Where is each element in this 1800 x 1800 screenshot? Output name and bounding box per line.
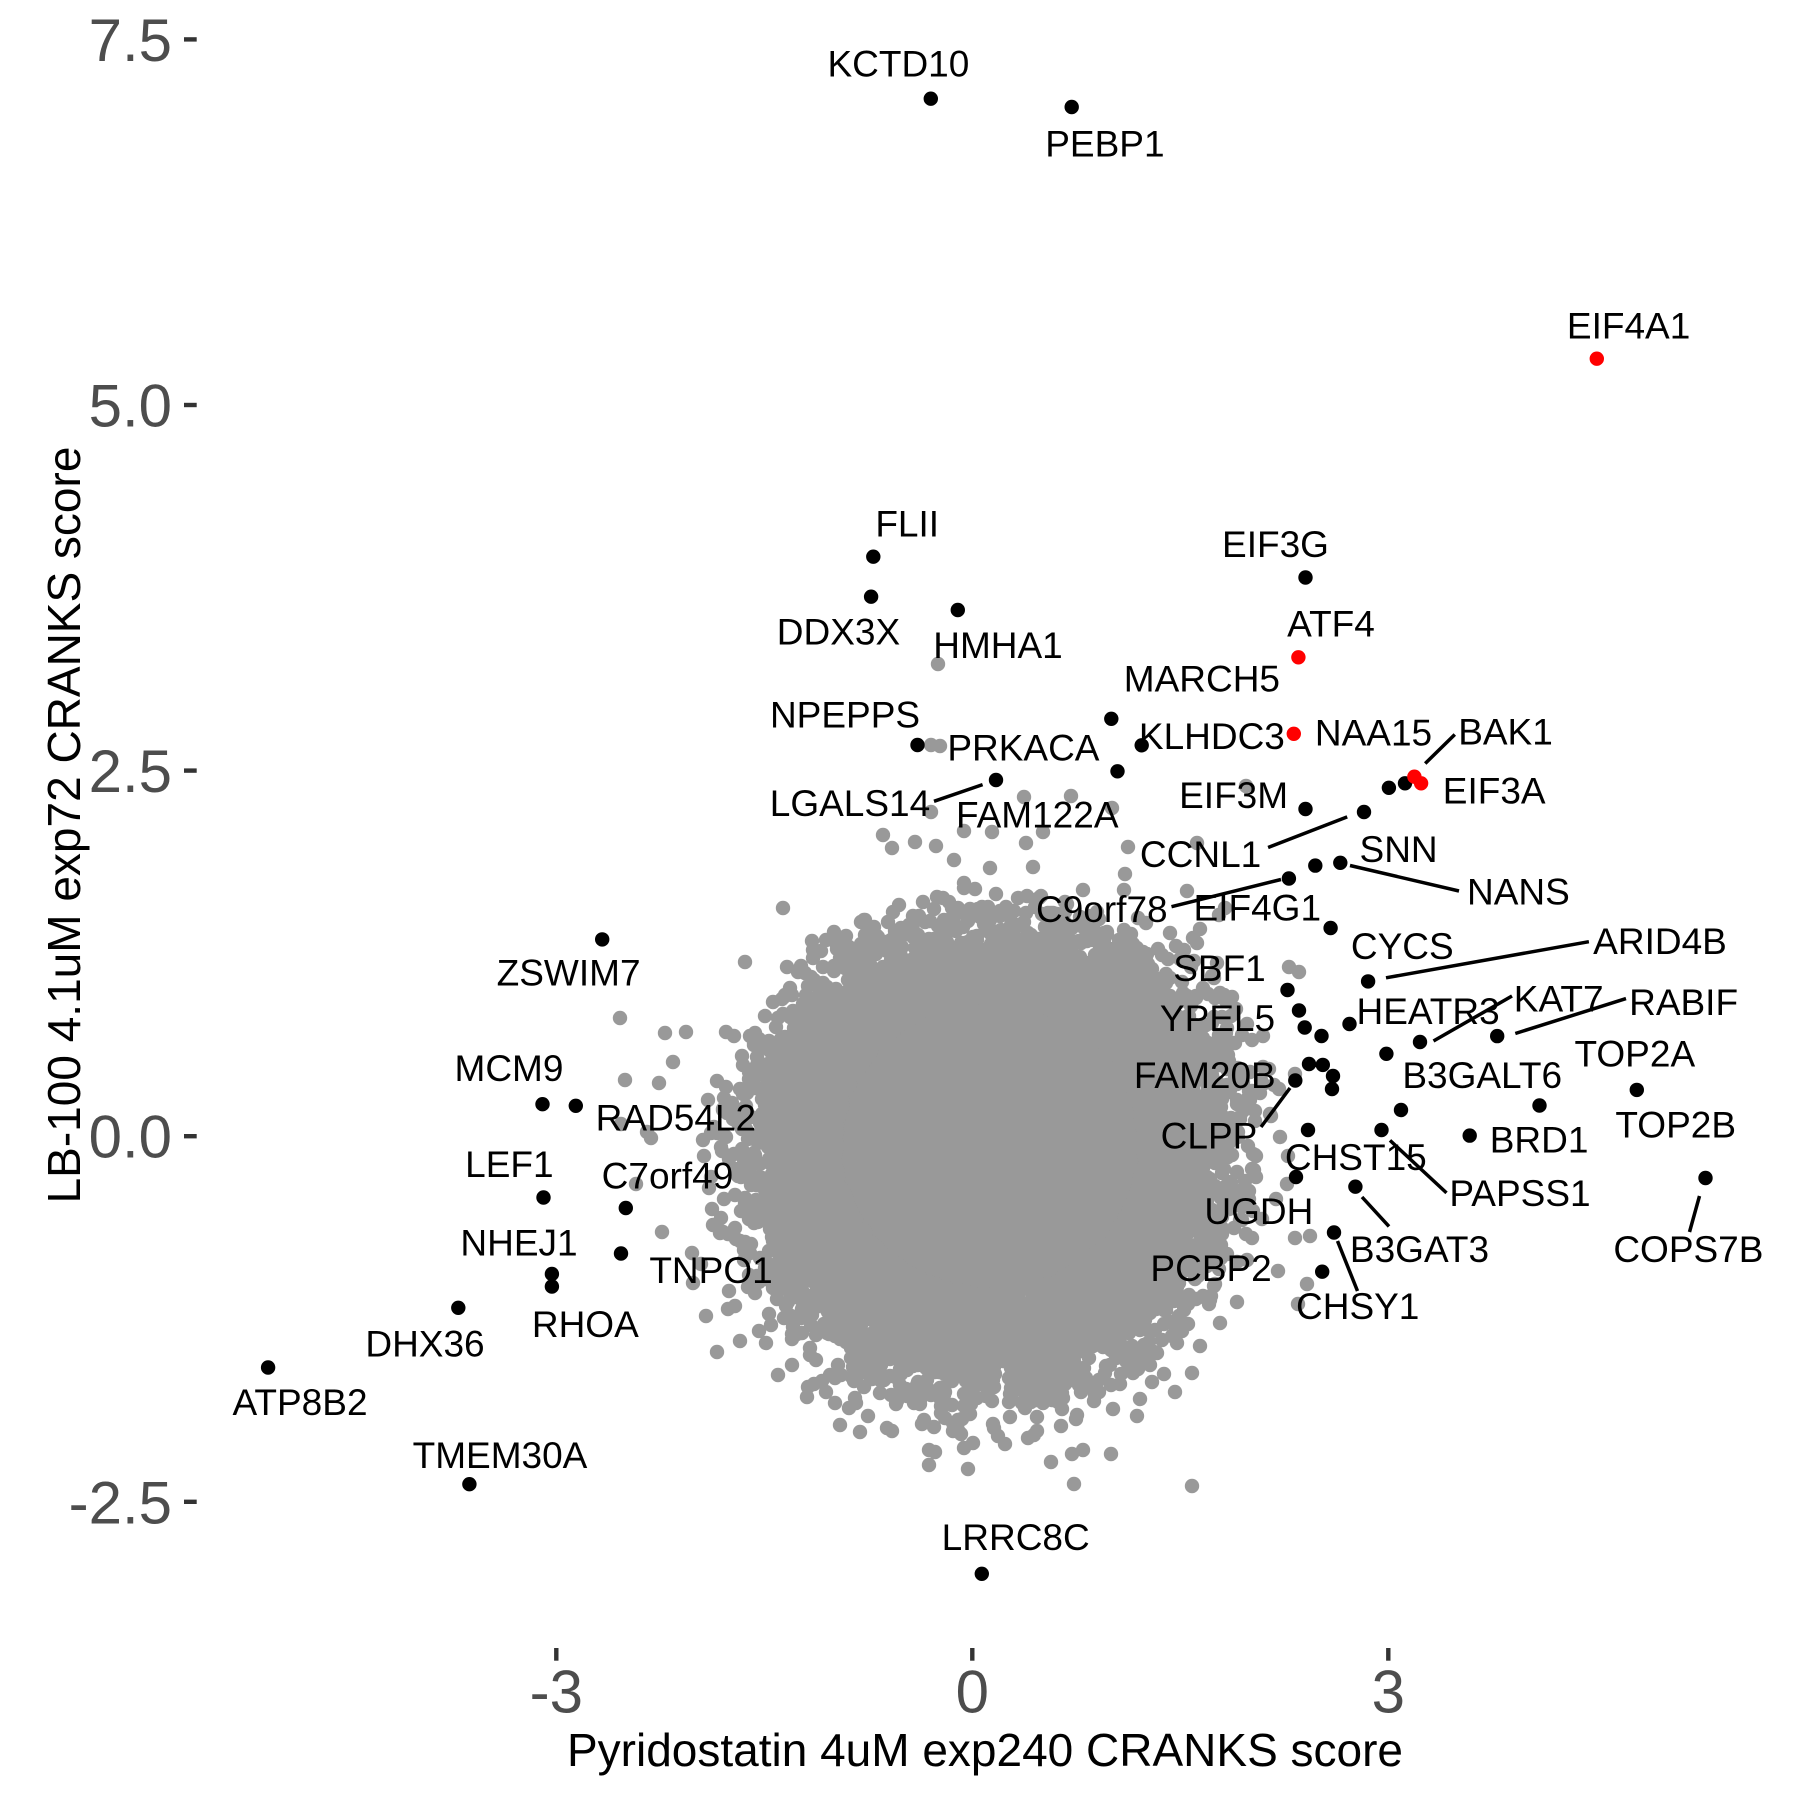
svg-text:PRKACA: PRKACA — [947, 728, 1099, 769]
svg-text:ARID4B: ARID4B — [1593, 921, 1727, 962]
svg-text:B3GAT3: B3GAT3 — [1350, 1229, 1489, 1270]
svg-text:PEBP1: PEBP1 — [1045, 124, 1164, 165]
svg-text:EIF4G1: EIF4G1 — [1194, 888, 1322, 929]
svg-text:CCNL1: CCNL1 — [1140, 834, 1261, 875]
svg-text:SNN: SNN — [1360, 829, 1438, 870]
svg-text:MARCH5: MARCH5 — [1124, 659, 1280, 700]
svg-text:HMHA1: HMHA1 — [933, 625, 1063, 666]
svg-text:3: 3 — [1372, 1659, 1405, 1726]
svg-text:PAPSS1: PAPSS1 — [1449, 1173, 1590, 1214]
svg-text:B3GALT6: B3GALT6 — [1402, 1055, 1562, 1096]
svg-text:KAT7: KAT7 — [1514, 979, 1604, 1020]
svg-text:RHOA: RHOA — [532, 1304, 639, 1345]
svg-text:RAD54L2: RAD54L2 — [596, 1098, 756, 1139]
svg-text:Pyridostatin 4uM exp240 CRANKS: Pyridostatin 4uM exp240 CRANKS score — [567, 1724, 1403, 1776]
svg-text:ATF4: ATF4 — [1287, 604, 1375, 645]
svg-text:UGDH: UGDH — [1204, 1191, 1313, 1232]
svg-text:TOP2A: TOP2A — [1574, 1034, 1695, 1075]
svg-text:ZSWIM7: ZSWIM7 — [497, 953, 641, 994]
svg-text:EIF4A1: EIF4A1 — [1567, 306, 1690, 347]
svg-text:-3: -3 — [530, 1659, 583, 1726]
svg-text:FAM122A: FAM122A — [956, 795, 1119, 836]
svg-text:SBF1: SBF1 — [1173, 948, 1266, 989]
svg-text:CHST15: CHST15 — [1285, 1137, 1427, 1178]
svg-text:0: 0 — [956, 1659, 989, 1726]
svg-text:DDX3X: DDX3X — [777, 612, 900, 653]
svg-text:CLPP: CLPP — [1161, 1116, 1258, 1157]
svg-text:NANS: NANS — [1467, 871, 1570, 912]
svg-text:CYCS: CYCS — [1351, 926, 1454, 967]
svg-text:C7orf49: C7orf49 — [602, 1156, 734, 1197]
svg-text:TOP2B: TOP2B — [1615, 1105, 1736, 1146]
svg-text:COPS7B: COPS7B — [1613, 1229, 1763, 1270]
svg-text:FAM20B: FAM20B — [1134, 1055, 1276, 1096]
svg-text:C9orf78: C9orf78 — [1036, 889, 1168, 930]
svg-text:DHX36: DHX36 — [365, 1324, 484, 1365]
svg-text:NPEPPS: NPEPPS — [770, 695, 920, 736]
svg-text:BAK1: BAK1 — [1458, 711, 1553, 752]
svg-text:ATP8B2: ATP8B2 — [232, 1382, 367, 1423]
svg-text:RABIF: RABIF — [1629, 982, 1738, 1023]
svg-text:5.0: 5.0 — [89, 373, 172, 440]
svg-text:LRRC8C: LRRC8C — [942, 1517, 1090, 1558]
svg-text:-2.5: -2.5 — [69, 1469, 172, 1536]
svg-text:KLHDC3: KLHDC3 — [1139, 716, 1285, 757]
svg-text:HEATR3: HEATR3 — [1356, 991, 1499, 1032]
svg-text:LGALS14: LGALS14 — [770, 783, 930, 824]
svg-text:YPEL5: YPEL5 — [1160, 998, 1275, 1039]
svg-text:PCBP2: PCBP2 — [1150, 1248, 1271, 1289]
svg-text:EIF3G: EIF3G — [1222, 524, 1329, 565]
svg-text:TMEM30A: TMEM30A — [413, 1435, 588, 1476]
svg-text:KCTD10: KCTD10 — [827, 44, 969, 85]
svg-text:CHSY1: CHSY1 — [1296, 1286, 1419, 1327]
svg-text:TNPO1: TNPO1 — [649, 1250, 772, 1291]
svg-text:7.5: 7.5 — [89, 7, 172, 74]
svg-text:0.0: 0.0 — [89, 1104, 172, 1171]
svg-text:EIF3A: EIF3A — [1443, 770, 1546, 811]
svg-text:2.5: 2.5 — [89, 738, 172, 805]
svg-text:NHEJ1: NHEJ1 — [460, 1223, 577, 1264]
svg-text:FLII: FLII — [875, 504, 939, 545]
svg-text:BRD1: BRD1 — [1490, 1120, 1589, 1161]
svg-text:MCM9: MCM9 — [455, 1048, 564, 1089]
svg-text:LEF1: LEF1 — [465, 1144, 553, 1185]
svg-text:NAA15: NAA15 — [1315, 713, 1432, 754]
svg-text:LB-100 4.1uM exp72 CRANKS scor: LB-100 4.1uM exp72 CRANKS score — [38, 447, 90, 1204]
svg-text:EIF3M: EIF3M — [1179, 775, 1288, 816]
